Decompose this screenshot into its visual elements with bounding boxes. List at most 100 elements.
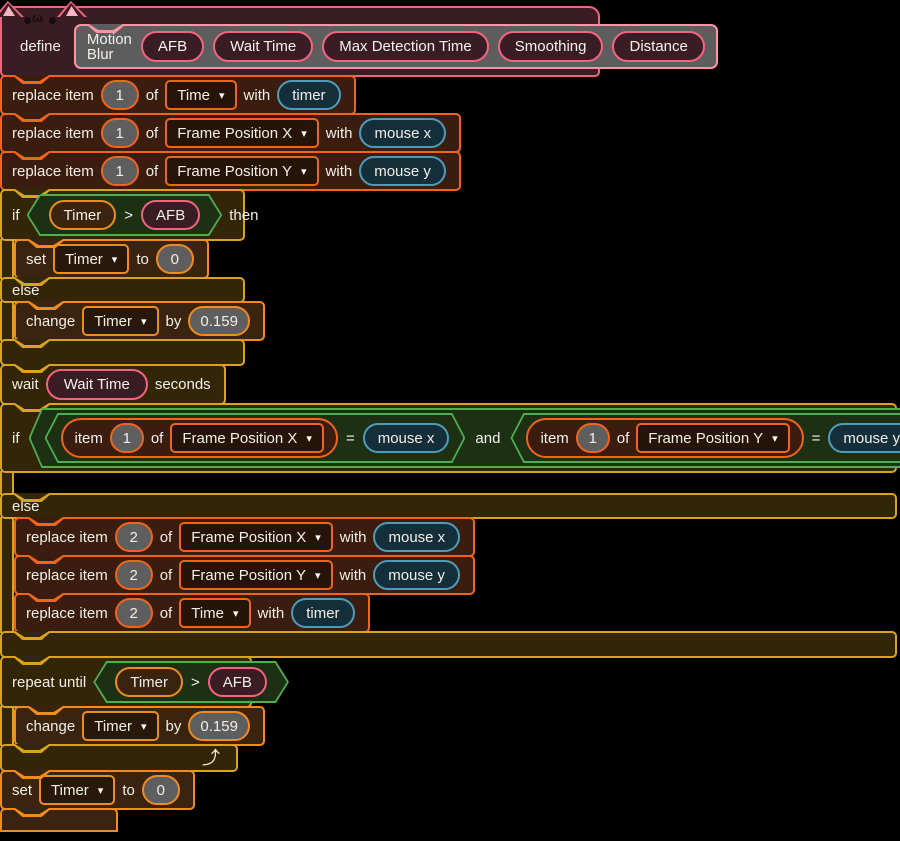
chevron-down-icon: ▾	[306, 432, 312, 445]
chevron-down-icon: ▾	[141, 315, 147, 328]
define-hat-block[interactable]: ω define Motion Blur AFB Wait Time Max D…	[0, 1, 718, 77]
repeat-foot[interactable]: ⤴	[0, 744, 238, 772]
c-block-wall[interactable]	[0, 471, 14, 495]
repeat-until-block[interactable]: repeat until Timer > AFB change Timer ▾ b…	[0, 656, 900, 772]
parameter-pill-distance[interactable]: Distance	[612, 31, 705, 62]
if-else-block[interactable]: if Timer > AFB then set Timer ▾ to 0 else	[0, 189, 900, 366]
cat-eye-icon	[24, 17, 31, 24]
chevron-down-icon: ▾	[301, 165, 307, 178]
c-block-foot[interactable]	[0, 339, 245, 366]
item-index-input[interactable]: 1	[576, 423, 610, 453]
replace-item-block[interactable]: replace item 1 of Frame Position X ▾ with…	[0, 113, 462, 153]
define-label: define	[20, 38, 61, 55]
cat-eye-icon	[49, 17, 56, 24]
cat-ear-left-icon	[0, 1, 24, 17]
replace-item-block[interactable]: replace item 2 of Frame Position Y ▾ with…	[14, 555, 475, 595]
chevron-down-icon: ▾	[233, 607, 239, 620]
replace-item-block[interactable]: replace item 2 of Time ▾ with timer	[14, 593, 370, 633]
item-index-input[interactable]: 1	[100, 118, 139, 148]
chevron-down-icon: ▾	[301, 127, 307, 140]
mouse-x-reporter[interactable]: mouse x	[359, 118, 447, 148]
boolean-equals[interactable]: item 1 of Frame Position Y ▾ = mouse y	[510, 413, 900, 463]
item-index-input[interactable]: 1	[110, 423, 144, 453]
item-index-input[interactable]: 2	[114, 560, 153, 590]
variable-dropdown[interactable]: Timer ▾	[82, 711, 159, 741]
item-index-input[interactable]: 1	[100, 80, 139, 110]
change-variable-block[interactable]: change Timer ▾ by 0.159	[14, 301, 265, 341]
if-block-header[interactable]: if Timer > AFB then	[0, 189, 258, 241]
list-dropdown[interactable]: Frame Position X ▾	[179, 522, 333, 552]
param-reporter-afb[interactable]: AFB	[141, 200, 200, 230]
parameter-pill-afb[interactable]: AFB	[140, 31, 205, 62]
replace-item-block[interactable]: replace item 1 of Time ▾ with timer	[0, 75, 356, 115]
cat-mouth-icon: ω	[32, 10, 43, 25]
item-index-input[interactable]: 2	[114, 522, 153, 552]
boolean-greater-than[interactable]: Timer > AFB	[93, 661, 289, 703]
mouse-y-reporter[interactable]: mouse y	[828, 423, 900, 453]
cat-ear-right-icon	[57, 1, 87, 17]
chevron-down-icon: ▾	[772, 432, 778, 445]
chevron-down-icon: ▾	[315, 531, 321, 544]
wait-block[interactable]: wait Wait Time seconds	[0, 364, 226, 405]
param-reporter-afb[interactable]: AFB	[208, 667, 267, 697]
value-input[interactable]: 0	[141, 775, 180, 805]
chevron-down-icon: ▾	[141, 720, 147, 733]
if-else-block[interactable]: if item 1 of Frame Position X ▾ = mouse x…	[0, 403, 900, 658]
param-reporter-wait-time[interactable]: Wait Time	[45, 369, 148, 400]
list-dropdown[interactable]: Time ▾	[179, 598, 251, 628]
list-dropdown[interactable]: Time ▾	[165, 80, 237, 110]
variable-dropdown[interactable]: Timer ▾	[39, 775, 116, 805]
set-variable-block[interactable]: set Timer ▾ to 0	[0, 770, 195, 810]
value-input[interactable]: 0.159	[188, 711, 250, 741]
list-dropdown[interactable]: Frame Position X ▾	[170, 423, 324, 453]
replace-item-block[interactable]: replace item 1 of Frame Position Y ▾ with…	[0, 151, 461, 191]
loop-arrow-icon: ⤴	[202, 748, 220, 768]
value-input[interactable]: 0.159	[188, 306, 250, 336]
variable-dropdown[interactable]: Timer ▾	[53, 244, 130, 274]
chevron-down-icon: ▾	[315, 569, 321, 582]
mouse-y-reporter[interactable]: mouse y	[359, 156, 446, 186]
parameter-pill-wait-time[interactable]: Wait Time	[213, 31, 314, 62]
mouse-y-reporter[interactable]: mouse y	[373, 560, 460, 590]
change-variable-block[interactable]: change Timer ▾ by 0.159	[14, 706, 265, 746]
partial-next-block[interactable]	[0, 808, 118, 832]
timer-reporter[interactable]: timer	[291, 598, 355, 628]
replace-item-block[interactable]: replace item 2 of Frame Position X ▾ with…	[14, 517, 476, 557]
c-block-foot[interactable]	[0, 631, 897, 658]
c-block-wall[interactable]	[0, 706, 14, 746]
mouse-x-reporter[interactable]: mouse x	[373, 522, 461, 552]
variable-reporter-timer[interactable]: Timer	[115, 667, 183, 697]
custom-block-prototype[interactable]: Motion Blur AFB Wait Time Max Detection …	[73, 24, 718, 69]
parameter-pill-max-detection-time[interactable]: Max Detection Time	[322, 31, 489, 62]
item-of-list-reporter[interactable]: item 1 of Frame Position X ▾	[61, 418, 338, 458]
set-variable-block[interactable]: set Timer ▾ to 0	[14, 239, 209, 279]
prototype-name: Motion Blur	[86, 30, 132, 63]
c-block-wall[interactable]	[0, 517, 14, 633]
c-block-wall[interactable]	[0, 239, 14, 279]
c-block-wall[interactable]	[0, 301, 14, 341]
else-bar[interactable]: else	[0, 277, 245, 303]
list-dropdown[interactable]: Frame Position Y ▾	[179, 560, 333, 590]
item-of-list-reporter[interactable]: item 1 of Frame Position Y ▾	[526, 418, 803, 458]
variable-reporter-timer[interactable]: Timer	[49, 200, 117, 230]
boolean-and[interactable]: item 1 of Frame Position X ▾ = mouse x an…	[29, 408, 900, 468]
list-dropdown[interactable]: Frame Position X ▾	[165, 118, 319, 148]
list-dropdown[interactable]: Frame Position Y ▾	[165, 156, 319, 186]
if-block-header[interactable]: if item 1 of Frame Position X ▾ = mouse x…	[0, 403, 897, 473]
list-dropdown[interactable]: Frame Position Y ▾	[636, 423, 789, 453]
parameter-pill-smoothing[interactable]: Smoothing	[497, 31, 604, 62]
chevron-down-icon: ▾	[219, 89, 225, 102]
item-index-input[interactable]: 2	[114, 598, 153, 628]
variable-dropdown[interactable]: Timer ▾	[82, 306, 159, 336]
timer-reporter[interactable]: timer	[277, 80, 341, 110]
value-input[interactable]: 0	[155, 244, 194, 274]
repeat-until-header[interactable]: repeat until Timer > AFB	[0, 656, 252, 708]
boolean-greater-than[interactable]: Timer > AFB	[27, 194, 223, 236]
else-bar[interactable]: else	[0, 493, 897, 519]
mouse-x-reporter[interactable]: mouse x	[363, 423, 450, 453]
chevron-down-icon: ▾	[111, 253, 118, 266]
boolean-equals[interactable]: item 1 of Frame Position X ▾ = mouse x	[45, 413, 466, 463]
chevron-down-icon: ▾	[97, 784, 104, 797]
item-index-input[interactable]: 1	[100, 156, 139, 186]
